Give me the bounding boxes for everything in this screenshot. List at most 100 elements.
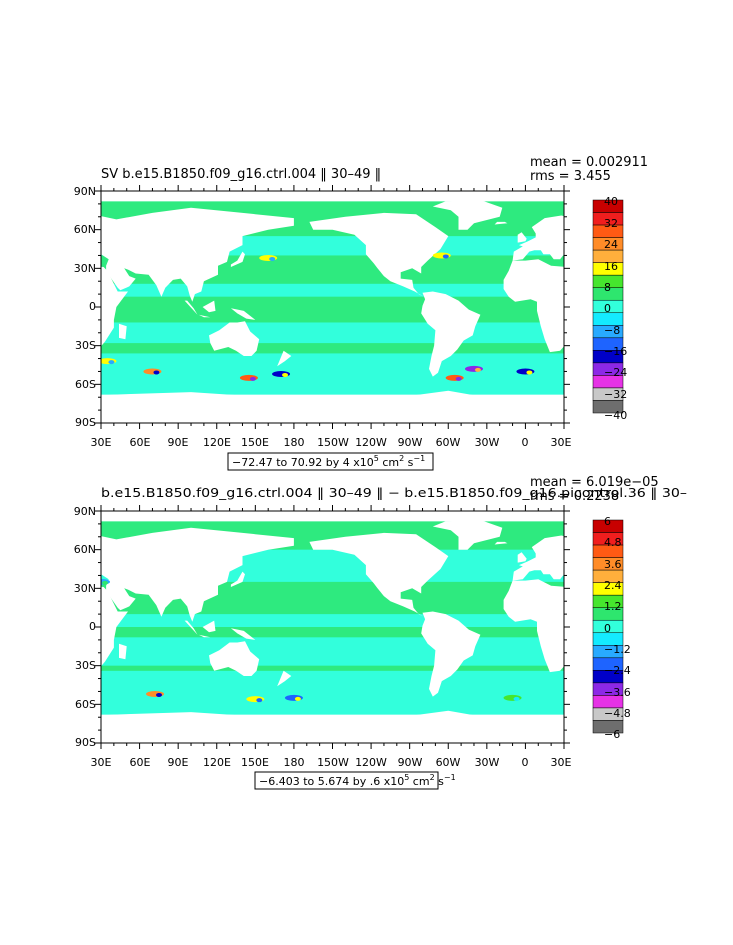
land-mask <box>55 232 64 242</box>
land-mask <box>277 350 292 367</box>
land-mask <box>432 520 503 550</box>
land-mask <box>55 552 64 562</box>
colorbar-label: 40 <box>604 195 618 208</box>
land-mask <box>662 635 674 638</box>
land-mask <box>119 323 127 340</box>
land-mask <box>0 612 17 697</box>
land-mask <box>184 300 198 315</box>
hotspot-core <box>108 360 115 365</box>
land-mask <box>494 221 508 225</box>
land-mask <box>512 535 564 581</box>
x-tick-label: 90W <box>398 436 423 449</box>
y-tick-label: 30S <box>75 659 96 672</box>
land-mask <box>421 611 481 697</box>
x-tick-label: 120W <box>355 436 387 449</box>
land-mask <box>198 634 211 638</box>
x-tick-label: 150E <box>241 756 269 769</box>
panel-1-y-tick-labels: 90N 60N 30N 0 30S 60S 90S <box>74 185 96 429</box>
land-mask <box>293 710 564 743</box>
green-band <box>101 665 564 671</box>
x-tick-label: 60E <box>130 756 151 769</box>
land-mask <box>694 572 708 587</box>
land-mask <box>32 542 45 545</box>
land-mask <box>666 301 679 313</box>
hotspot-core <box>249 376 256 381</box>
hotspot-core <box>256 698 263 703</box>
colorbar-label: 8 <box>604 281 611 294</box>
hotspot-core <box>474 367 481 372</box>
x-tick-label: 0 <box>522 756 529 769</box>
y-tick-label: 30N <box>74 262 96 275</box>
colorbar-label: 0 <box>604 302 611 315</box>
x-tick-label: 150E <box>241 436 269 449</box>
colorbar-label: 3.6 <box>604 558 622 571</box>
hotspot-core <box>269 257 276 262</box>
colorbar-label: −16 <box>604 345 627 358</box>
panel-1-hotspots <box>101 252 535 381</box>
x-tick-label: 150W <box>317 436 349 449</box>
y-tick-label: 0 <box>89 620 96 633</box>
colorbar-label: 6 <box>604 515 611 528</box>
colorbar-label: −24 <box>604 366 627 379</box>
hotspot-core <box>455 376 462 381</box>
y-tick-label: 60N <box>74 223 96 236</box>
land-mask <box>503 579 564 673</box>
y-tick-label: 60S <box>75 378 96 391</box>
land-mask <box>309 212 449 297</box>
land-mask <box>309 532 449 617</box>
y-tick-label: 90S <box>75 736 96 749</box>
panel-2-range-label: −6.403 to 5.674 by .6 x105 cm2 s−1 <box>259 773 456 788</box>
land-mask <box>230 571 245 587</box>
hotspot-core <box>513 696 520 701</box>
panel-1-range-label: −72.47 to 70.92 by 4 x105 cm2 s−1 <box>232 454 425 469</box>
land-mask <box>230 308 256 320</box>
colorbar-label: −6 <box>604 728 620 741</box>
panel-1-x-tick-labels: 30E 60E 90E 120E 150E 180 150W 120W 90W … <box>91 436 572 449</box>
land-mask <box>694 628 718 640</box>
y-tick-label: 30S <box>75 339 96 352</box>
panel-1-field <box>0 191 722 423</box>
hotspot-core <box>156 693 163 698</box>
x-tick-label: 30E <box>551 756 572 769</box>
land-mask <box>666 621 679 633</box>
y-tick-label: 0 <box>89 300 96 313</box>
panel-2-colorbar-labels: 6 4.8 3.6 2.4 1.2 0 −1.2 −2.4 −3.6 −4.8 … <box>604 515 631 741</box>
x-tick-label: 120E <box>203 436 231 449</box>
hotspot-core <box>153 370 160 375</box>
panel-1-colorbar-labels: 40 32 24 16 8 0 −8 −16 −24 −32 −40 <box>604 195 627 422</box>
colorbar-label: 1.2 <box>604 600 622 613</box>
land-mask <box>277 670 292 687</box>
land-mask <box>101 266 128 347</box>
land-mask <box>672 321 722 356</box>
panel-1-rms: rms = 3.455 <box>530 169 611 184</box>
land-mask <box>202 300 216 313</box>
land-mask <box>0 200 39 230</box>
x-tick-label: 120W <box>355 756 387 769</box>
y-tick-label: 90N <box>74 185 96 198</box>
land-mask <box>198 314 211 318</box>
colorbar-label: 4.8 <box>604 536 622 549</box>
panel-2-x-tick-labels: 30E 60E 90E 120E 150E 180 150W 120W 90W … <box>91 756 572 769</box>
green-band <box>101 627 564 638</box>
panel-1-range-box <box>227 452 434 471</box>
panel-1: SV b.e15.B1850.f09_g16.ctrl.004 ‖ 30–49 … <box>0 155 722 471</box>
land-mask <box>0 520 39 550</box>
land-mask <box>0 292 17 377</box>
land-mask <box>648 301 661 315</box>
panel-2-mean: mean = 6.019e−05 <box>530 475 659 490</box>
panel-2-rms: rms = 0.2238 <box>530 489 619 504</box>
colorbar-label: −4.8 <box>604 707 631 720</box>
panel-1-ticks <box>95 185 570 429</box>
colorbar-label: 32 <box>604 217 618 230</box>
x-tick-label: 60W <box>436 436 461 449</box>
colorbar-label: −1.2 <box>604 643 631 656</box>
x-tick-label: 30E <box>91 756 112 769</box>
colorbar-label: −3.6 <box>604 686 631 699</box>
panel-1-mean: mean = 0.002911 <box>530 155 648 170</box>
land-mask <box>101 191 294 202</box>
colorbar-label: 16 <box>604 260 618 273</box>
land-mask <box>230 628 256 640</box>
panel-2-y-tick-labels: 90N 60N 30N 0 30S 60S 90S <box>74 505 96 749</box>
y-tick-label: 30N <box>74 582 96 595</box>
colorbar-label: −2.4 <box>604 664 631 677</box>
